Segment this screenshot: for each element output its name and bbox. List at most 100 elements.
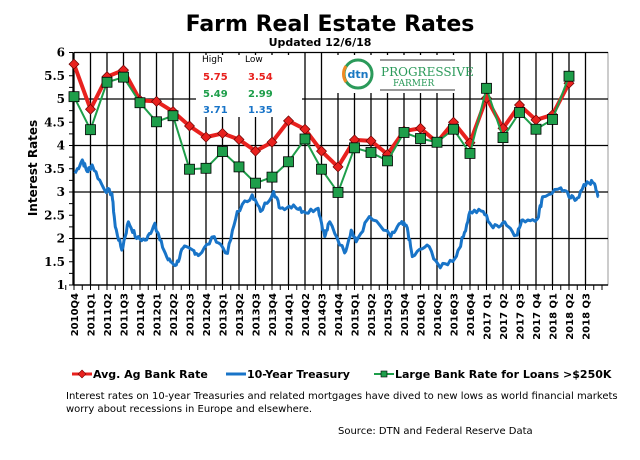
large-bank-point — [184, 163, 195, 175]
large-bank-point — [497, 132, 509, 143]
x-tick-label: 2016Q3 — [450, 293, 461, 336]
series-line-treasury — [73, 158, 600, 270]
x-tick-label: 2014Q2 — [301, 293, 312, 336]
x-tick-label: 2016Q4 — [466, 293, 477, 336]
low-header: Low — [245, 55, 263, 65]
large-bank-point — [431, 136, 443, 148]
chart-subtitle: Updated 12/6/18 — [269, 36, 372, 49]
ag-bank-point — [365, 135, 377, 147]
legend-label-ag-bank: Avg. Ag Bank Rate — [93, 368, 208, 381]
ag-bank-low: 3.54 — [248, 72, 273, 83]
farmer-logo-text: FARMER — [393, 79, 435, 89]
series-layer — [68, 58, 600, 270]
large-bank-point — [134, 97, 146, 109]
y-tick-label: 2.5 — [44, 208, 65, 222]
x-tick-label: 2012Q1 — [153, 293, 164, 336]
large-bank-point — [464, 148, 476, 159]
x-axis-ticks: 2010Q4 2011Q1 2011Q2 2011Q3 2011Q4 2012Q1 2012… — [70, 293, 593, 340]
square-marker-icon — [380, 370, 388, 378]
ag-bank-point — [184, 120, 195, 132]
y-tick-label: 3.5 — [44, 162, 65, 176]
progressive-logo-text: PROGRESSIVE — [381, 65, 474, 79]
ag-bank-point — [316, 145, 327, 157]
chart-note: Interest rates on 10-year Treasuries and… — [66, 391, 618, 415]
y-axis-label: Interest Rates — [26, 120, 40, 216]
ag-bank-point — [283, 115, 294, 127]
dtn-progressive-farmer-logo: dtn PROGRESSIVE FARMER — [337, 55, 474, 93]
y-tick-label: 4 — [57, 139, 65, 153]
large-bank-point — [448, 123, 459, 135]
ag-bank-point — [68, 58, 80, 70]
ag-bank-point — [200, 131, 212, 143]
legend-item-large-bank: Large Bank Rate for Loans >$250K — [374, 368, 612, 381]
large-bank-point — [481, 82, 492, 94]
x-tick-label: 2017 Q2 — [499, 293, 510, 340]
large-bank-point — [398, 127, 410, 138]
legend-item-treasury: 10-Year Treasury — [226, 368, 350, 381]
large-bank-point — [365, 147, 377, 158]
x-tick-label: 2012Q3 — [186, 293, 197, 336]
x-tick-label: 2011Q4 — [136, 293, 147, 336]
y-tick-label: 5 — [57, 92, 65, 106]
large-bank-point — [167, 110, 179, 122]
legend: Avg. Ag Bank Rate 10-Year Treasury Large… — [72, 368, 612, 381]
large-bank-point — [85, 124, 96, 136]
x-tick-label: 2017 Q1 — [483, 293, 494, 340]
large-bank-point — [349, 142, 360, 154]
high-header: High — [202, 55, 223, 65]
ag-bank-high: 5.75 — [203, 72, 228, 83]
large-bank-low: 2.99 — [248, 89, 273, 100]
x-tick-label: 2015Q3 — [384, 293, 395, 336]
y-tick-label: 1.5 — [44, 255, 65, 269]
source-note: Source: DTN and Federal Reserve Data — [338, 426, 533, 437]
y-tick-label: 3 — [57, 185, 65, 199]
large-bank-point — [283, 156, 294, 168]
x-tick-label: 2012Q2 — [169, 293, 180, 336]
large-bank-point — [299, 133, 311, 145]
x-tick-label: 2011Q1 — [87, 293, 98, 336]
ag-bank-point — [85, 103, 96, 115]
x-tick-label: 2012Q4 — [202, 293, 213, 336]
large-bank-point — [200, 162, 212, 174]
large-bank-point — [151, 116, 162, 128]
y-tick-label: 2 — [57, 232, 65, 246]
farm-real-estate-rates-chart: Farm Real Estate Rates Updated 12/6/18 1… — [26, 12, 612, 381]
legend-label-large-bank: Large Bank Rate for Loans >$250K — [395, 368, 612, 381]
treasury-low: 1.35 — [248, 105, 273, 116]
x-tick-label: 2013Q4 — [268, 293, 279, 336]
large-bank-point — [233, 161, 245, 173]
large-bank-point — [547, 114, 558, 125]
x-tick-label: 2014Q4 — [334, 293, 345, 336]
treasury-high: 3.71 — [203, 105, 228, 116]
y-tick-label: 6 — [57, 46, 65, 60]
ag-bank-point — [151, 95, 162, 107]
chart-title: Farm Real Estate Rates — [186, 12, 475, 37]
x-tick-label: 2014Q3 — [318, 293, 329, 336]
x-tick-label: 2013Q2 — [235, 293, 246, 336]
dtn-orange-arc-icon — [341, 65, 348, 83]
large-bank-point — [118, 71, 129, 83]
x-tick-label: 2017 Q4 — [532, 293, 543, 340]
x-tick-label: 2016Q1 — [417, 293, 428, 336]
large-bank-point — [415, 133, 426, 144]
y-tick-label: 5.5 — [44, 69, 65, 83]
x-tick-label: 2016Q2 — [433, 293, 444, 336]
ag-bank-point — [250, 145, 261, 157]
y-tick-label: 1 — [57, 278, 65, 292]
large-bank-point — [332, 187, 344, 198]
x-tick-label: 2017 Q3 — [516, 293, 527, 340]
ag-bank-point — [332, 161, 344, 173]
diamond-marker-icon — [77, 369, 87, 379]
large-bank-point — [563, 70, 575, 82]
y-axis-ticks: 1 1.5 2 2.5 3 3.5 4 4.5 5 5.5 6 — [44, 46, 65, 293]
x-tick-label: 2011Q3 — [120, 293, 131, 336]
large-bank-point — [530, 123, 542, 135]
large-bank-point — [217, 146, 228, 157]
large-bank-high: 5.49 — [203, 89, 228, 100]
large-bank-point — [382, 155, 393, 167]
large-bank-point — [68, 91, 80, 103]
legend-label-treasury: 10-Year Treasury — [247, 368, 350, 381]
x-tick-label: 2013Q3 — [252, 293, 263, 336]
legend-item-ag-bank: Avg. Ag Bank Rate — [72, 368, 208, 381]
y-tick-label: 4.5 — [44, 115, 65, 129]
